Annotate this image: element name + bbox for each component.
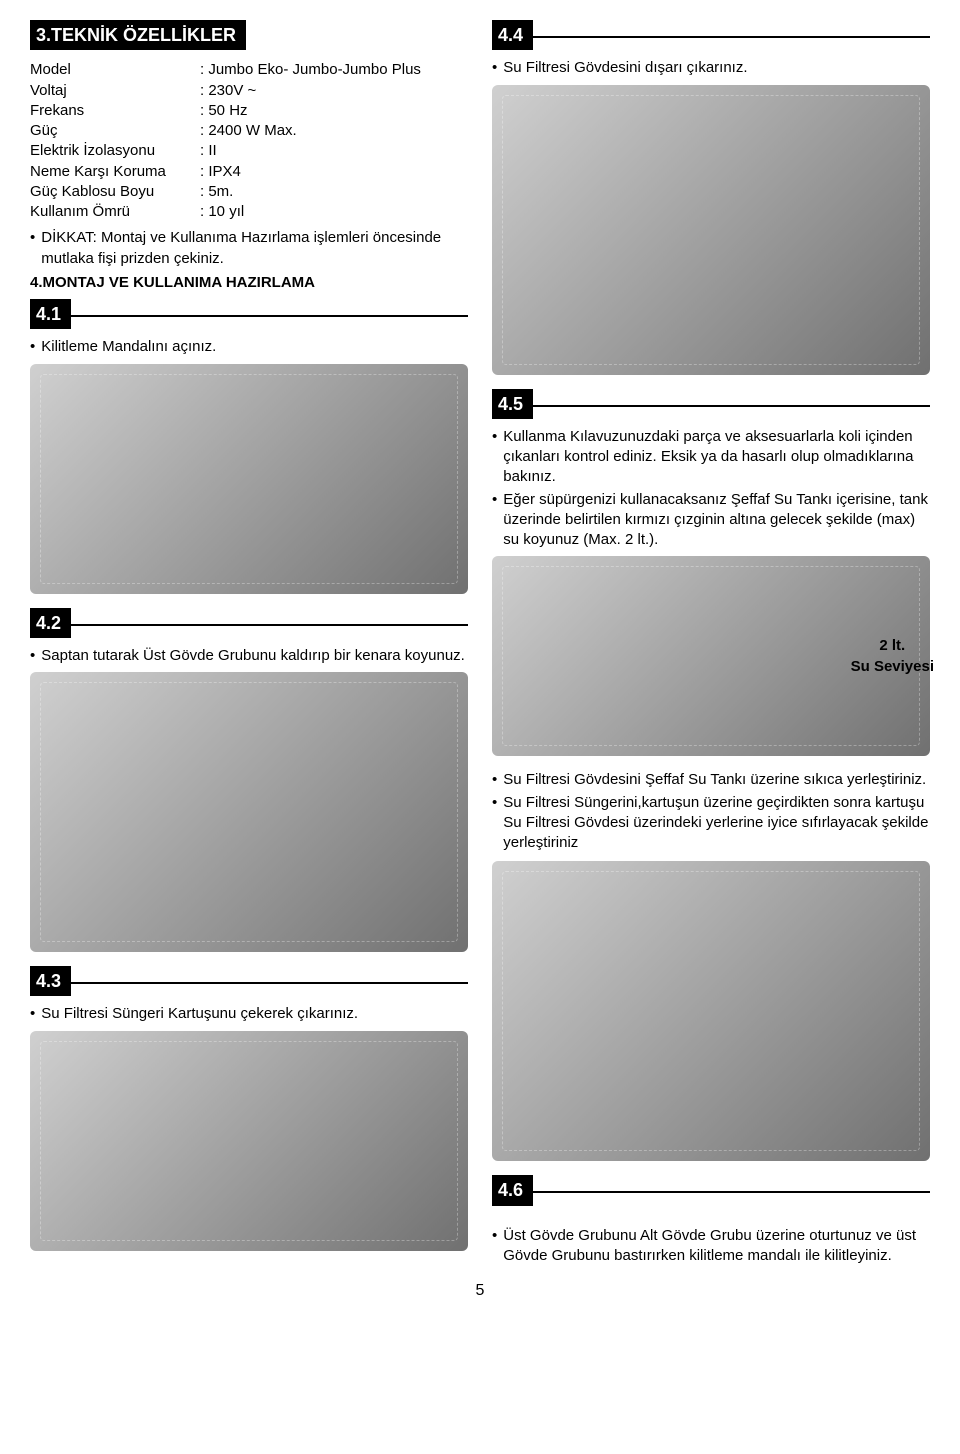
spec-label: Frekans bbox=[30, 101, 200, 121]
step-text: Kilitleme Mandalını açınız. bbox=[41, 337, 216, 357]
section-4-heading: 4.MONTAJ VE KULLANIMA HAZIRLAMA bbox=[30, 273, 468, 293]
spec-row-volt: Voltaj 230V ~ bbox=[30, 81, 468, 101]
spec-value: 10 yıl bbox=[200, 202, 244, 222]
spec-row-cable: Güç Kablosu Boyu 5m. bbox=[30, 182, 468, 202]
rule bbox=[533, 36, 930, 38]
spec-value: II bbox=[200, 141, 217, 161]
step-text: Üst Gövde Grubunu Alt Gövde Grubu üzerin… bbox=[503, 1226, 930, 1267]
warning-note: • DİKKAT: Montaj ve Kullanıma Hazırlama … bbox=[30, 228, 468, 269]
step-4-1-text: • Kilitleme Mandalını açınız. bbox=[30, 337, 468, 357]
step-4-1-image bbox=[30, 364, 468, 594]
step-4-6-tag: 4.6 bbox=[492, 1175, 533, 1205]
step-4-1-tag: 4.1 bbox=[30, 299, 71, 329]
spec-row-model: Model Jumbo Eko- Jumbo-Jumbo Plus bbox=[30, 60, 468, 80]
spec-value: IPX4 bbox=[200, 162, 241, 182]
step-4-2-image bbox=[30, 672, 468, 952]
step-4-2-text: • Saptan tutarak Üst Gövde Grubunu kaldı… bbox=[30, 646, 468, 666]
spec-table: Model Jumbo Eko- Jumbo-Jumbo Plus Voltaj… bbox=[30, 60, 468, 222]
filter-place-b1: • Su Filtresi Gövdesini Şeffaf Su Tankı … bbox=[492, 770, 930, 790]
section-3-title: 3.TEKNİK ÖZELLİKLER bbox=[30, 20, 246, 50]
spec-value: 5m. bbox=[200, 182, 233, 202]
spec-value: Jumbo Eko- Jumbo-Jumbo Plus bbox=[200, 60, 421, 80]
step-4-2-tag: 4.2 bbox=[30, 608, 71, 638]
step-4-6-text: • Üst Gövde Grubunu Alt Gövde Grubu üzer… bbox=[492, 1226, 930, 1267]
spec-label: Güç bbox=[30, 121, 200, 141]
filter-assembly-image bbox=[492, 861, 930, 1161]
water-level-label: 2 lt. Su Seviyesi bbox=[851, 636, 934, 677]
water-level-line1: 2 lt. bbox=[851, 636, 934, 656]
spec-row-life: Kullanım Ömrü 10 yıl bbox=[30, 202, 468, 222]
bullet-dot: • bbox=[492, 427, 497, 488]
step-4-3-image bbox=[30, 1031, 468, 1251]
spec-value: 2400 W Max. bbox=[200, 121, 297, 141]
step-text: Su Filtresi Süngeri Kartuşunu çekerek çı… bbox=[41, 1004, 358, 1024]
step-text: Su Filtresi Süngerini,kartuşun üzerine g… bbox=[503, 793, 930, 854]
bullet-dot: • bbox=[492, 793, 497, 854]
step-text: Su Filtresi Gövdesini dışarı çıkarınız. bbox=[503, 58, 747, 78]
spec-label: Güç Kablosu Boyu bbox=[30, 182, 200, 202]
spec-label: Kullanım Ömrü bbox=[30, 202, 200, 222]
spec-value: 50 Hz bbox=[200, 101, 248, 121]
water-level-line2: Su Seviyesi bbox=[851, 656, 934, 676]
bullet-dot: • bbox=[492, 1226, 497, 1267]
bullet-dot: • bbox=[492, 490, 497, 551]
filter-place-b2: • Su Filtresi Süngerini,kartuşun üzerine… bbox=[492, 793, 930, 854]
step-text: Eğer süpürgenizi kullanacaksanız Şeffaf … bbox=[503, 490, 930, 551]
step-text: Saptan tutarak Üst Gövde Grubunu kaldırı… bbox=[41, 646, 465, 666]
rule bbox=[71, 624, 468, 626]
left-column: 3.TEKNİK ÖZELLİKLER Model Jumbo Eko- Jum… bbox=[30, 20, 468, 1268]
step-4-3-text: • Su Filtresi Süngeri Kartuşunu çekerek … bbox=[30, 1004, 468, 1024]
right-column: 4.4 • Su Filtresi Gövdesini dışarı çıkar… bbox=[492, 20, 930, 1268]
step-4-4-tag: 4.4 bbox=[492, 20, 533, 50]
spec-value: 230V ~ bbox=[200, 81, 256, 101]
rule bbox=[533, 405, 930, 407]
step-text: Kullanma Kılavuzunuzdaki parça ve aksesu… bbox=[503, 427, 930, 488]
spec-label: Voltaj bbox=[30, 81, 200, 101]
spec-row-power: Güç 2400 W Max. bbox=[30, 121, 468, 141]
rule bbox=[71, 315, 468, 317]
rule bbox=[533, 1191, 930, 1193]
bullet-dot: • bbox=[30, 337, 35, 357]
spec-row-freq: Frekans 50 Hz bbox=[30, 101, 468, 121]
step-4-4-text: • Su Filtresi Gövdesini dışarı çıkarınız… bbox=[492, 58, 930, 78]
step-4-4-image bbox=[492, 85, 930, 375]
page-columns: 3.TEKNİK ÖZELLİKLER Model Jumbo Eko- Jum… bbox=[30, 20, 930, 1268]
spec-label: Model bbox=[30, 60, 200, 80]
bullet-dot: • bbox=[30, 646, 35, 666]
step-4-3-tag: 4.3 bbox=[30, 966, 71, 996]
spec-label: Elektrik İzolasyonu bbox=[30, 141, 200, 161]
rule bbox=[71, 982, 468, 984]
spec-row-ipx: Neme Karşı Koruma IPX4 bbox=[30, 162, 468, 182]
page-number: 5 bbox=[30, 1280, 930, 1302]
bullet-dot: • bbox=[492, 58, 497, 78]
step-4-5-b1: • Kullanma Kılavuzunuzdaki parça ve akse… bbox=[492, 427, 930, 488]
bullet-dot: • bbox=[30, 1004, 35, 1024]
bullet-dot: • bbox=[30, 228, 35, 269]
section-3: 3.TEKNİK ÖZELLİKLER Model Jumbo Eko- Jum… bbox=[30, 20, 468, 293]
spec-row-iso: Elektrik İzolasyonu II bbox=[30, 141, 468, 161]
spec-label: Neme Karşı Koruma bbox=[30, 162, 200, 182]
step-4-5-b2: • Eğer süpürgenizi kullanacaksanız Şeffa… bbox=[492, 490, 930, 551]
warning-text: DİKKAT: Montaj ve Kullanıma Hazırlama iş… bbox=[41, 228, 468, 269]
bullet-dot: • bbox=[492, 770, 497, 790]
step-text: Su Filtresi Gövdesini Şeffaf Su Tankı üz… bbox=[503, 770, 926, 790]
step-4-5-tag: 4.5 bbox=[492, 389, 533, 419]
